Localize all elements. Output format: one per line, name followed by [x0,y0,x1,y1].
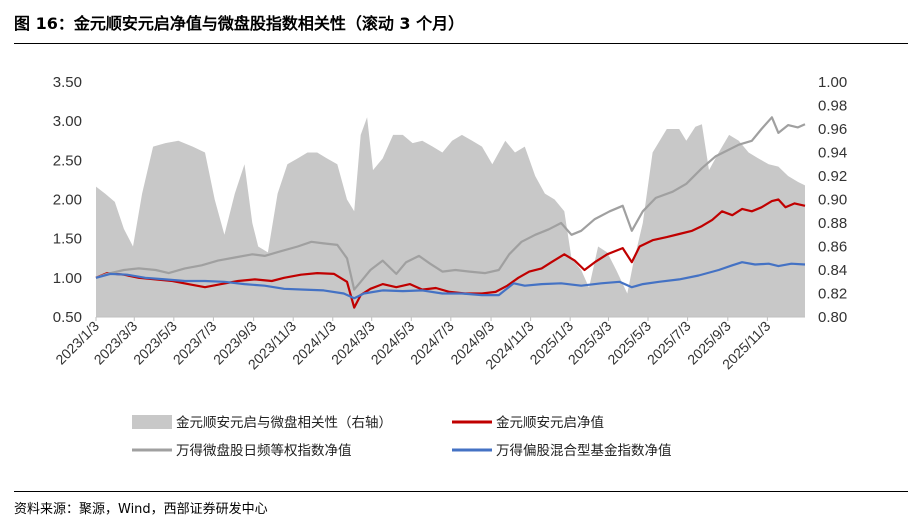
right-axis-tick-label: 0.90 [818,192,847,209]
right-axis-tick-label: 0.86 [818,239,847,256]
left-axis-tick-label: 0.50 [53,309,82,326]
legend-label: 万得微盘股日频等权指数净值 [176,442,352,459]
x-axis-tick-label: 2025/7/3 [644,318,694,368]
right-axis-tick-label: 0.94 [818,145,847,162]
left-axis-tick-label: 3.50 [53,74,82,91]
left-axis-tick-label: 1.50 [53,231,82,248]
right-axis-ticks: 0.80 0.82 0.84 0.86 0.88 0.90 0.92 0.94 0.96 0.98… [818,74,847,326]
chart-title: 图 16：金元顺安元启净值与微盘股指数相关性（滚动 3 个月） [14,14,465,33]
legend-label: 金元顺安元启净值 [496,415,604,431]
left-axis-tick-label: 2.00 [53,192,82,209]
right-axis-tick-label: 0.98 [818,98,847,115]
x-axis-ticks: 2023/1/32023/3/32023/5/32023/7/32023/9/3… [52,317,774,372]
line-layer [95,116,806,309]
series-area-correlation [96,117,805,317]
correlation-area-layer [96,117,805,317]
legend-label: 金元顺安元启与微盘相关性（右轴） [176,414,392,431]
legend-label: 万得偏股混合型基金指数净值 [496,442,672,459]
series-line-equity-fund-index [95,261,806,300]
legend-swatch-area [132,415,172,429]
right-axis-tick-label: 1.00 [818,74,847,91]
series-line-jinyuan-nav [95,198,806,309]
x-axis-tick-label: 2024/7/3 [407,318,457,368]
left-axis-tick-label: 2.50 [53,152,82,169]
bottom-rule [14,491,908,492]
right-axis-tick-label: 0.84 [818,262,847,279]
source-note: 资料来源：聚源，Wind，西部证券研发中心 [14,502,268,517]
top-rule [14,43,908,44]
series-line-microcap-index [95,116,806,291]
left-axis-tick-label: 3.00 [53,113,82,130]
right-axis-tick-label: 0.80 [818,309,847,326]
left-axis-tick-label: 1.00 [53,270,82,287]
x-axis-tick-label: 2023/7/3 [170,318,220,368]
right-axis-tick-label: 0.96 [818,121,847,138]
right-axis-tick-label: 0.92 [818,168,847,185]
right-axis-tick-label: 0.82 [818,286,847,303]
left-axis-ticks: 0.50 1.00 1.50 2.00 2.50 3.00 3.50 [53,74,82,326]
right-axis-tick-label: 0.88 [818,215,847,232]
